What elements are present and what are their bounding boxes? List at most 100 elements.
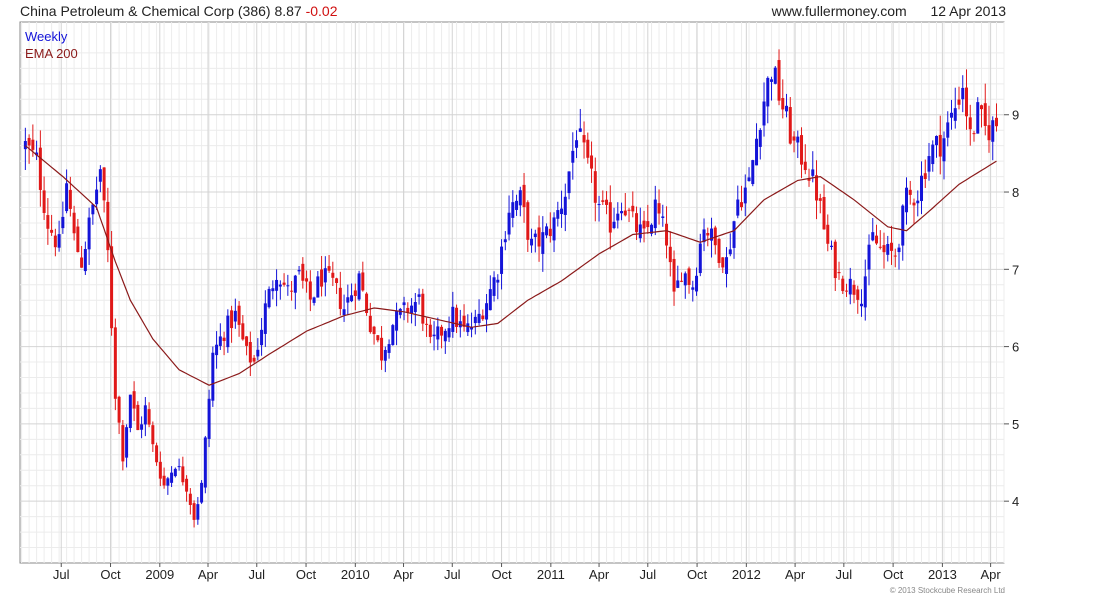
candle-body — [702, 229, 706, 243]
candle-body — [185, 478, 189, 492]
candle-body — [511, 202, 515, 218]
candle-body — [470, 327, 474, 330]
site-link[interactable]: www.fullermoney.com — [771, 3, 907, 19]
candle-body — [762, 101, 766, 126]
y-tick-label: 8 — [1012, 185, 1019, 200]
candle-body — [526, 202, 530, 240]
candle-body — [882, 245, 886, 253]
candle-body — [481, 315, 485, 320]
candle-body — [132, 391, 136, 409]
candle-body — [777, 60, 781, 101]
candle-body — [841, 278, 845, 292]
candle-body — [916, 200, 920, 204]
candle-body — [665, 223, 669, 246]
candle-body — [365, 293, 369, 313]
y-tick-label: 6 — [1012, 340, 1019, 355]
candle-body — [455, 307, 459, 327]
candle-body — [687, 268, 691, 285]
candle-body — [308, 281, 312, 300]
candle-body — [758, 130, 762, 147]
candle-body — [267, 288, 271, 308]
candle-body — [957, 99, 961, 105]
candle-body — [515, 200, 519, 210]
candle-body — [987, 125, 991, 141]
candle-body — [488, 289, 492, 311]
candle-body — [305, 278, 309, 282]
candle-body — [376, 335, 380, 341]
candle-body — [496, 279, 500, 283]
y-tick-label: 4 — [1012, 494, 1019, 509]
candle-body — [151, 425, 155, 445]
candle-body — [908, 189, 912, 195]
candle-body — [796, 136, 800, 143]
candle-body — [462, 315, 466, 327]
candle-body — [177, 466, 181, 468]
legend-interval: Weekly — [25, 29, 68, 44]
candle-body — [601, 200, 605, 202]
candle-body — [830, 245, 834, 247]
candle-body — [203, 437, 207, 488]
candle-body — [181, 466, 185, 483]
candle-body — [466, 323, 470, 333]
candle-body — [387, 344, 391, 353]
candle-body — [717, 238, 721, 263]
candle-body — [968, 117, 972, 130]
x-tick-label: Apr — [589, 567, 610, 582]
candle-body — [413, 301, 417, 313]
candle-body — [582, 135, 586, 143]
candle-body — [691, 287, 695, 290]
candle-body — [143, 405, 147, 425]
candle-body — [590, 155, 594, 169]
candle-body — [380, 337, 384, 361]
x-tick-label: Oct — [687, 567, 708, 582]
candle-body — [593, 171, 597, 203]
candle-body — [953, 108, 957, 121]
candle-body — [695, 275, 699, 292]
candle-body — [65, 183, 69, 212]
candle-body — [980, 105, 984, 110]
candle-body — [646, 221, 650, 228]
candle-body — [792, 136, 796, 141]
candle-body — [215, 344, 219, 356]
candle-body — [912, 202, 916, 206]
candle-body — [162, 475, 166, 486]
candle-body — [848, 278, 852, 295]
candle-body — [935, 135, 939, 146]
x-tick-label: Jul — [639, 567, 656, 582]
candle-body — [642, 220, 646, 229]
candle-body — [417, 294, 421, 297]
candle-body — [383, 349, 387, 361]
candle-body — [425, 323, 429, 325]
candle-body — [672, 258, 676, 292]
candle-body — [747, 177, 751, 182]
candle-body — [338, 287, 342, 309]
candle-body — [878, 246, 882, 248]
candle-body — [575, 140, 579, 148]
candle-body — [886, 244, 890, 255]
candle-body — [117, 396, 121, 423]
candle-body — [447, 328, 451, 338]
candle-body — [863, 276, 867, 308]
candle-body — [353, 290, 357, 296]
candle-body — [346, 297, 350, 303]
candle-body — [991, 120, 995, 142]
candle-body — [256, 349, 260, 357]
candle-body — [222, 337, 226, 342]
candle-body — [548, 228, 552, 237]
candle-body — [845, 290, 849, 292]
candle-body — [158, 461, 162, 479]
candle-body — [357, 273, 361, 300]
x-tick-label: 2010 — [341, 567, 370, 582]
candle-body — [867, 244, 871, 270]
x-tick-label: Apr — [198, 567, 219, 582]
y-tick-label: 9 — [1012, 108, 1019, 123]
candle-body — [740, 202, 744, 208]
candle-body — [83, 249, 87, 272]
candle-body — [320, 269, 324, 287]
candle-body — [166, 478, 170, 486]
candle-body — [983, 103, 987, 126]
candle-body — [391, 325, 395, 346]
candle-body — [931, 144, 935, 165]
candle-body — [800, 135, 804, 165]
